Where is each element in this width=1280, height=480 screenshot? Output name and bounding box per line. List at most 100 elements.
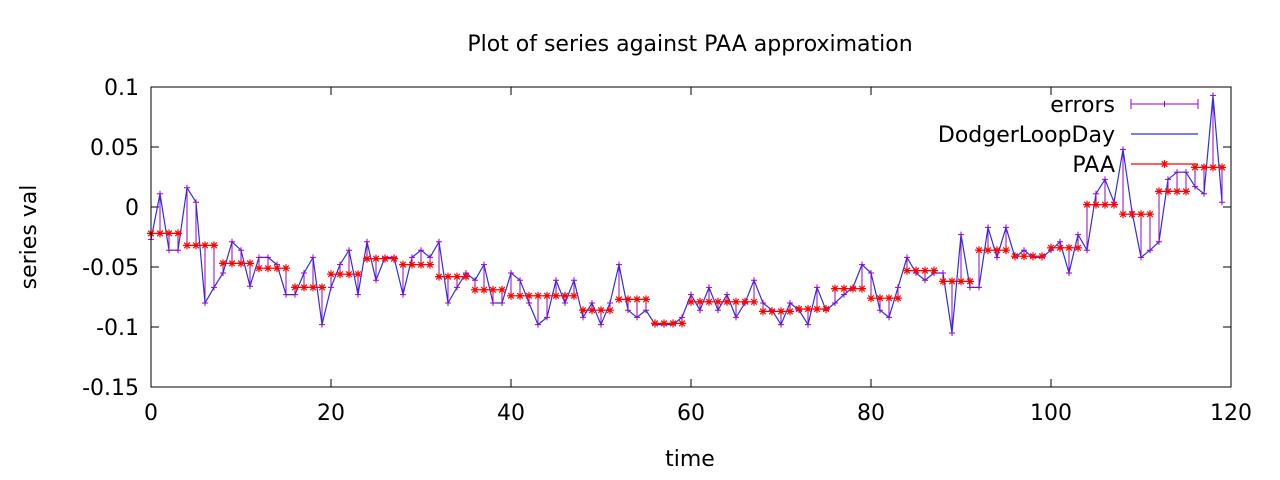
paa-marker	[507, 291, 515, 300]
x-tick-label: 120	[1210, 401, 1252, 426]
paa-marker	[759, 307, 767, 316]
axis-ticks: 0 20 40 60 80 100 120 -0.15 -0.1 -0.05 0 0.05 0.1	[82, 76, 1252, 426]
paa-marker	[696, 297, 704, 306]
data-point	[724, 291, 730, 298]
data-point	[301, 270, 307, 276]
paa-marker	[795, 305, 803, 313]
data-point	[940, 270, 946, 276]
data-point	[193, 199, 199, 206]
data-point	[310, 254, 316, 261]
data-point	[697, 307, 703, 314]
paa-marker	[381, 254, 389, 263]
x-tick-label: 100	[1030, 401, 1072, 426]
data-point	[832, 300, 838, 306]
data-point	[805, 321, 811, 328]
data-point	[445, 300, 451, 306]
data-point	[778, 321, 784, 328]
y-tick-label: -0.15	[82, 376, 139, 401]
paa-marker	[273, 264, 281, 273]
data-point	[553, 277, 559, 284]
data-point	[1156, 238, 1162, 245]
paa-marker	[354, 270, 362, 279]
paa-marker	[588, 306, 596, 315]
data-point	[1075, 231, 1081, 238]
data-point	[787, 300, 793, 306]
paa-marker	[930, 266, 938, 275]
data-point	[373, 277, 379, 284]
data-point	[517, 277, 523, 284]
paa-marker	[939, 277, 947, 286]
paa-marker	[1137, 210, 1145, 219]
paa-marker	[561, 291, 569, 300]
paa-marker	[174, 229, 182, 238]
paa-marker	[408, 260, 416, 269]
data-point	[1219, 199, 1225, 206]
paa-marker	[858, 284, 866, 293]
paa-marker	[345, 270, 353, 279]
data-point	[346, 247, 352, 254]
data-point	[859, 261, 865, 268]
data-point	[868, 270, 874, 276]
paa-marker	[867, 294, 875, 303]
legend-label-paa: PAA	[1072, 153, 1115, 178]
data-point	[1138, 254, 1144, 261]
paa-marker	[300, 283, 308, 292]
data-point	[526, 300, 532, 306]
data-point	[706, 284, 712, 291]
paa-marker	[516, 291, 524, 300]
paa-marker	[597, 306, 605, 315]
paa-marker	[237, 259, 245, 268]
data-point	[508, 270, 514, 276]
data-point	[1147, 247, 1153, 254]
legend-label-errors: errors	[1050, 93, 1115, 118]
data-point	[427, 254, 433, 261]
data-point	[1120, 146, 1126, 153]
y-axis-label: series val	[17, 185, 42, 290]
paa-marker	[363, 254, 371, 263]
paa-marker	[1092, 200, 1100, 209]
data-point	[589, 300, 595, 306]
paa-marker	[318, 283, 326, 292]
data-point	[256, 254, 262, 261]
x-tick-label: 20	[317, 401, 345, 426]
paa-marker	[894, 294, 902, 303]
paa-marker	[1020, 252, 1028, 261]
paa-marker	[183, 241, 191, 250]
paa-marker	[615, 295, 623, 304]
data-point	[283, 291, 289, 298]
data-point	[238, 247, 244, 254]
paa-marker	[1191, 163, 1199, 172]
paa-marker	[453, 272, 461, 281]
paa-marker	[1011, 252, 1019, 261]
paa-marker	[219, 259, 227, 268]
paa-marker	[840, 284, 848, 293]
paa-marker	[768, 307, 776, 316]
paa-marker	[1065, 243, 1073, 252]
paa-marker	[309, 283, 317, 292]
paa-marker	[435, 272, 443, 281]
data-point	[220, 270, 226, 276]
paa-marker	[1155, 187, 1163, 196]
data-point	[751, 277, 757, 284]
paa-marker	[876, 294, 884, 303]
paa-marker	[984, 246, 992, 255]
data-point	[949, 330, 955, 336]
data-point	[454, 284, 460, 291]
data-point	[607, 300, 613, 306]
data-point	[634, 314, 640, 321]
paa-marker	[579, 306, 587, 315]
data-point	[922, 277, 928, 284]
data-point	[481, 261, 487, 268]
paa-marker	[444, 272, 452, 281]
data-point	[328, 284, 334, 291]
paa-marker	[750, 297, 758, 306]
data-point	[994, 254, 1000, 261]
data-point	[157, 190, 163, 197]
paa-marker	[849, 284, 857, 293]
data-point	[1066, 270, 1072, 276]
paa-marker	[426, 260, 434, 269]
paa-marker	[390, 254, 398, 263]
data-point	[337, 261, 343, 268]
paa-marker	[813, 305, 821, 313]
